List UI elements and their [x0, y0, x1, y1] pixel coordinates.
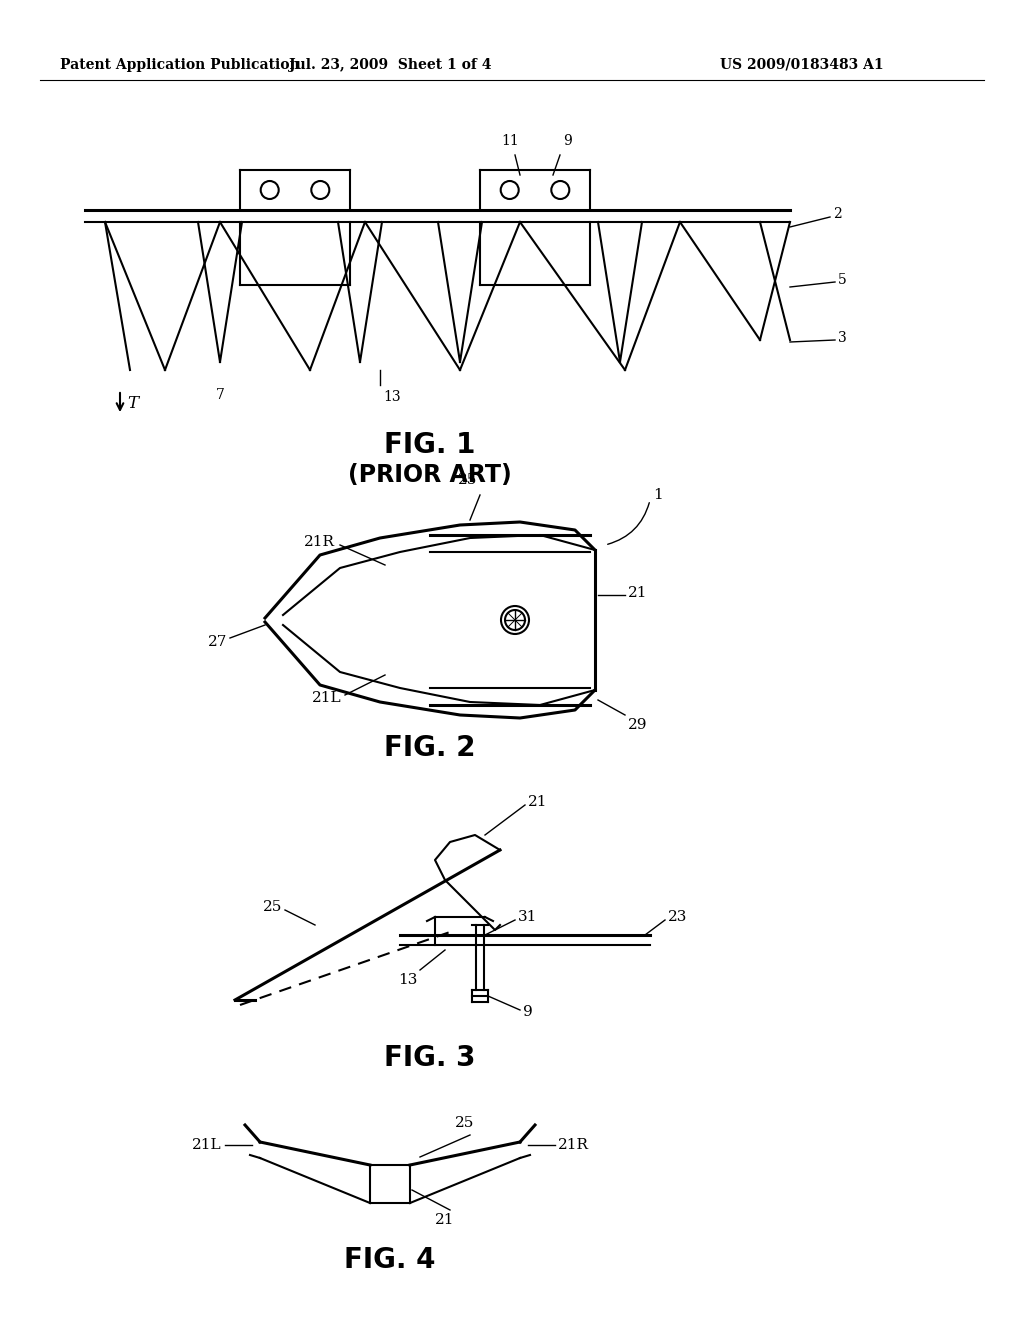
Text: 27: 27	[208, 635, 227, 649]
Text: US 2009/0183483 A1: US 2009/0183483 A1	[720, 58, 884, 73]
Text: 11: 11	[501, 135, 519, 148]
Text: 21: 21	[435, 1213, 455, 1228]
Text: 21: 21	[528, 795, 548, 809]
Text: 13: 13	[383, 389, 400, 404]
Text: 29: 29	[628, 718, 647, 733]
Text: 5: 5	[838, 273, 847, 286]
Text: FIG. 3: FIG. 3	[384, 1044, 476, 1072]
Text: 9: 9	[563, 135, 571, 148]
Text: 9: 9	[523, 1005, 532, 1019]
Text: 25: 25	[262, 900, 282, 913]
Text: 25: 25	[455, 1115, 474, 1130]
Text: 3: 3	[838, 331, 847, 345]
Text: 23: 23	[668, 909, 687, 924]
Text: 21: 21	[628, 586, 647, 601]
Text: 2: 2	[833, 207, 842, 220]
Text: FIG. 1: FIG. 1	[384, 432, 476, 459]
Text: 25: 25	[459, 473, 477, 487]
Text: 21R: 21R	[558, 1138, 589, 1152]
Text: 13: 13	[397, 973, 417, 987]
Text: 21L: 21L	[312, 690, 342, 705]
Text: Patent Application Publication: Patent Application Publication	[60, 58, 300, 73]
Text: 21L: 21L	[193, 1138, 222, 1152]
Text: FIG. 2: FIG. 2	[384, 734, 476, 762]
Text: T: T	[127, 395, 138, 412]
Text: 21R: 21R	[304, 535, 335, 549]
Text: (PRIOR ART): (PRIOR ART)	[348, 463, 512, 487]
Text: FIG. 4: FIG. 4	[344, 1246, 436, 1274]
Text: 1: 1	[653, 488, 663, 502]
Text: Jul. 23, 2009  Sheet 1 of 4: Jul. 23, 2009 Sheet 1 of 4	[289, 58, 492, 73]
Text: 31: 31	[518, 909, 538, 924]
Text: 7: 7	[216, 388, 224, 403]
